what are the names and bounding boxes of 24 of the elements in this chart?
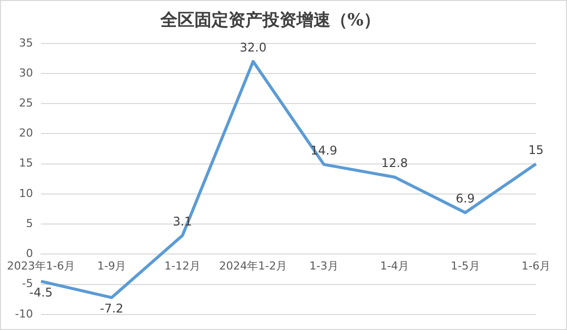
data-label: 15 xyxy=(528,142,544,157)
x-tick-label: 1-6月 xyxy=(522,260,550,273)
y-tick-label: 30 xyxy=(18,66,33,80)
x-tick-label: 1-3月 xyxy=(309,260,338,273)
y-tick-label: 15 xyxy=(18,156,33,170)
data-label: 6.9 xyxy=(456,192,475,206)
y-tick-label: 35 xyxy=(18,36,33,50)
y-tick-label: 10 xyxy=(18,186,33,200)
x-tick-label: 1-9月 xyxy=(97,260,126,273)
y-tick-label: -10 xyxy=(15,307,33,320)
x-tick-label: 2024年1-2月 xyxy=(219,260,288,273)
x-tick-label: 2023年1-6月 xyxy=(6,260,75,273)
x-tick-label: 1-4月 xyxy=(380,260,410,273)
y-tick-label: 20 xyxy=(18,126,33,140)
y-tick-label: 25 xyxy=(18,96,33,110)
x-tick-label: 1-5月 xyxy=(450,260,480,273)
data-label: -7.2 xyxy=(100,302,124,316)
data-label: 12.8 xyxy=(381,156,408,170)
y-tick-label: 5 xyxy=(26,216,33,230)
chart-title: 全区固定资产投资增速（%） xyxy=(159,10,381,31)
x-tick-label: 1-12月 xyxy=(164,260,200,273)
y-tick-label: -5 xyxy=(22,277,33,290)
y-tick-label: 0 xyxy=(26,247,33,260)
data-label: 32.0 xyxy=(240,40,266,55)
